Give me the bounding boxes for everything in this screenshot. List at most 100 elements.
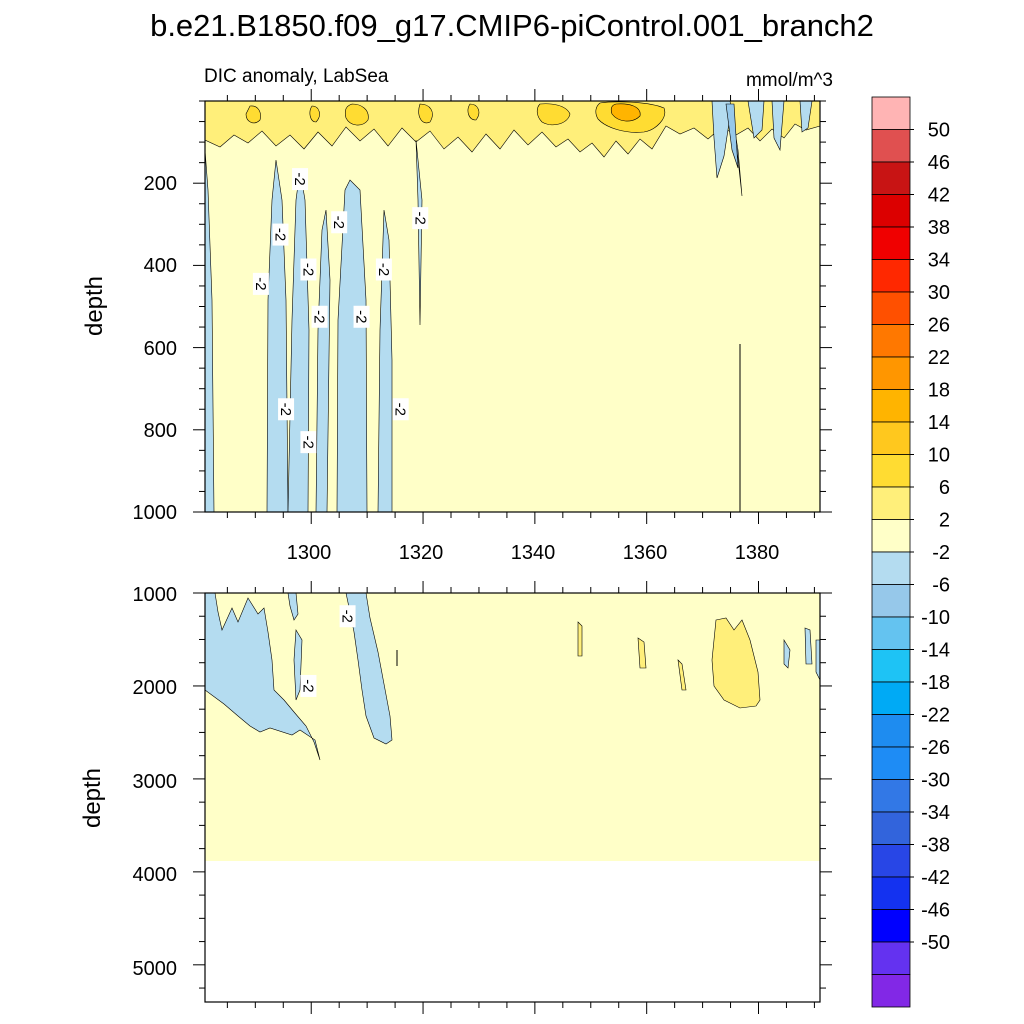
contour-label: -2 <box>339 605 356 628</box>
colorbar-label: 50 <box>928 120 950 142</box>
x-tick-label: 1300 <box>287 542 332 564</box>
contour-label-text: -2 <box>299 263 316 276</box>
upper-y-tick-label: 600 <box>144 338 177 360</box>
upper-surface-negative <box>711 100 813 197</box>
contour-label: -2 <box>411 207 429 230</box>
colorbar-label: -50 <box>921 932 950 954</box>
lower-negative-regions <box>204 592 821 761</box>
upper-y-tick-labels: 200 400 600 800 1000 <box>133 173 178 524</box>
contour-label: -2 <box>271 223 289 246</box>
colorbar-label: -6 <box>932 575 950 597</box>
x-tick-label: 1380 <box>735 542 780 564</box>
colorbar-label: -26 <box>921 737 950 759</box>
chart-title: b.e21.B1850.f09_g17.CMIP6-piControl.001_… <box>150 8 874 43</box>
upper-contour-labels: -2 -2 -2 -2 -2 -2 -2 -2 -2 -2 -2 -2 <box>252 168 429 454</box>
contour-label: -2 <box>277 398 295 421</box>
colorbar-label: 38 <box>928 217 950 239</box>
contour-label-box <box>353 305 370 328</box>
upper-y-tick-label: 400 <box>144 255 177 277</box>
lower-positive-patches <box>577 617 761 709</box>
colorbar-label: 34 <box>928 250 950 272</box>
contour-label-text: -2 <box>252 277 269 290</box>
colorbar-swatch <box>871 681 911 715</box>
colorbar-labels: 50 46 42 38 34 30 26 22 18 14 10 6 2 -2 -6 -10 -14 -18 -22… <box>910 120 950 954</box>
upper-panel: -2 -2 -2 -2 -2 -2 -2 -2 -2 -2 -2 -2 200 400 600 800… <box>81 89 832 564</box>
colorbar-label: 14 <box>928 412 950 434</box>
contour-label-box <box>339 605 356 628</box>
colorbar-swatch <box>871 779 911 813</box>
contour-label: -2 <box>311 305 328 328</box>
colorbar-swatch <box>871 291 911 325</box>
contour-label-box <box>292 168 309 191</box>
upper-negative-columns <box>204 139 423 513</box>
contour-label-text: -2 <box>330 216 347 229</box>
colorbar-swatch <box>871 454 911 488</box>
colorbar-swatch <box>871 486 911 520</box>
colorbar-swatch <box>871 616 911 650</box>
contour-label-text: -2 <box>299 435 316 448</box>
contour-label-box <box>252 272 269 295</box>
colorbar-swatch <box>871 584 911 618</box>
contour-label-box <box>272 223 289 246</box>
upper-y-tick-label: 1000 <box>133 502 178 524</box>
colorbar-label: -18 <box>921 672 950 694</box>
contour-label-box <box>331 211 348 234</box>
x-tick-label: 1340 <box>511 542 556 564</box>
contour-label-box <box>300 431 317 454</box>
colorbar-swatch <box>871 941 911 975</box>
colorbar-label: -34 <box>921 802 950 824</box>
colorbar-label: 18 <box>928 380 950 402</box>
contour-label-text: -2 <box>311 310 328 323</box>
colorbar-label: 10 <box>928 445 950 467</box>
colorbar-swatch <box>871 129 911 163</box>
lower-y-tick-labels: 1000 2000 3000 4000 5000 <box>133 584 178 980</box>
contour-label: -2 <box>375 258 392 281</box>
colorbar-label: 2 <box>939 510 950 532</box>
lower-axis-ticks <box>193 581 832 1014</box>
contour-label-text: -2 <box>271 228 288 241</box>
colorbar-swatch <box>871 324 911 358</box>
upper-axis-ticks <box>193 89 832 524</box>
colorbar-swatch <box>871 519 911 553</box>
contour-label-text: -2 <box>411 211 428 224</box>
colorbar-swatch <box>871 876 911 910</box>
contour-label-text: -2 <box>339 610 356 623</box>
contour-label-box <box>278 398 295 421</box>
colorbar-label: -46 <box>921 900 950 922</box>
x-tick-label: 1320 <box>399 542 444 564</box>
lower-y-tick-label: 3000 <box>133 771 178 793</box>
contour-label-box <box>412 207 429 230</box>
upper-surface-peak <box>610 103 641 122</box>
lower-plot-frame <box>204 592 821 1003</box>
colorbar-label: 42 <box>928 185 950 207</box>
contour-label-box <box>375 258 392 281</box>
upper-y-axis-label: depth <box>81 276 108 336</box>
colorbar-swatch <box>871 356 911 390</box>
contour-label-text: -2 <box>392 403 409 416</box>
colorbar-swatch <box>871 649 911 683</box>
upper-surface-strong-patches <box>245 101 666 133</box>
colorbar-swatch <box>871 389 911 423</box>
contour-label-text: -2 <box>353 310 370 323</box>
lower-y-tick-label: 5000 <box>133 958 178 980</box>
colorbar-swatch <box>871 746 911 780</box>
colorbar-swatch <box>871 194 911 228</box>
lower-contour-labels: -2 -2 <box>299 605 356 697</box>
colorbar-swatch <box>871 259 911 293</box>
lower-y-axis-label: depth <box>79 768 106 828</box>
colorbar-swatch <box>871 909 911 943</box>
colorbar-label: -22 <box>921 705 950 727</box>
upper-y-tick-label: 200 <box>144 173 177 195</box>
contour-label-box <box>300 258 317 281</box>
colorbar-label: -42 <box>921 867 950 889</box>
colorbar-swatch <box>871 974 911 1008</box>
colorbar-swatch <box>871 844 911 878</box>
colorbar-swatch <box>871 811 911 845</box>
contour-label: -2 <box>299 258 317 281</box>
contour-label: -2 <box>299 431 317 454</box>
contour-label-box <box>311 305 328 328</box>
contour-label-text: -2 <box>299 679 316 692</box>
colorbar-label: 22 <box>928 347 950 369</box>
colorbar-label: 46 <box>928 152 950 174</box>
colorbar-label: -2 <box>932 542 950 564</box>
